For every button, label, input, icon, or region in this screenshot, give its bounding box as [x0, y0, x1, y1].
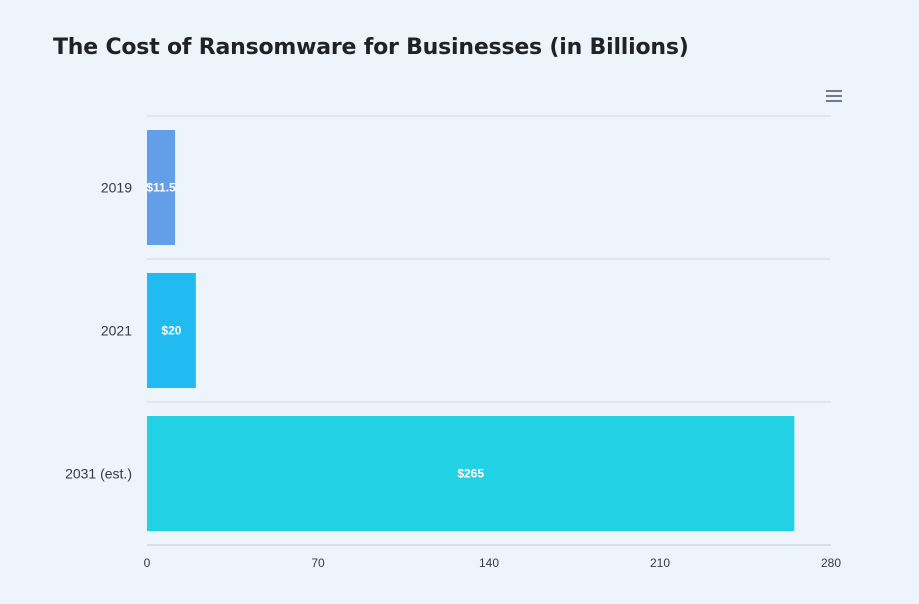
category-label: 2021 — [101, 323, 132, 339]
bars — [147, 130, 795, 531]
x-tick-label: 70 — [311, 556, 325, 570]
category-label: 2019 — [101, 180, 132, 196]
bar[interactable] — [147, 416, 795, 531]
labels: 2019 $11.5 2021 $20 2031 (est.) $265 0 70 140 210… — [65, 180, 841, 571]
x-tick-label: 210 — [650, 556, 670, 570]
x-tick-label: 280 — [821, 556, 841, 570]
bar[interactable] — [147, 130, 176, 245]
x-tick-label: 140 — [479, 556, 499, 570]
data-label: $20 — [161, 324, 181, 338]
hamburger-menu-icon[interactable] — [826, 90, 844, 104]
bar[interactable] — [147, 273, 196, 388]
data-label: $11.5 — [146, 181, 176, 195]
chart-title: The Cost of Ransomware for Businesses (i… — [53, 35, 689, 60]
grid-lines — [147, 115, 831, 546]
data-label: $265 — [457, 467, 484, 481]
x-tick-label: 0 — [144, 556, 151, 570]
category-label: 2031 (est.) — [65, 466, 132, 482]
